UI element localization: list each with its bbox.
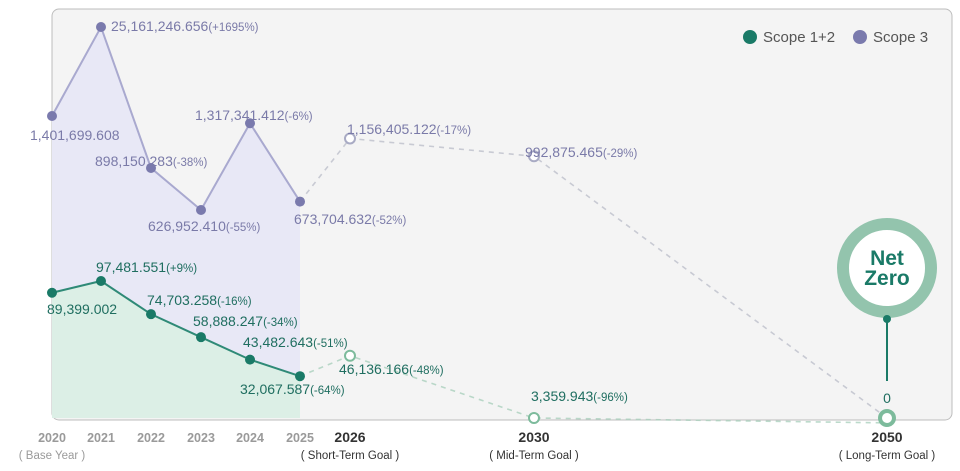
scope-3-pct-2025: (-52%): [372, 215, 407, 227]
scope-1-2-point-2026: [344, 349, 356, 362]
scope-1-2-point-2023: [196, 332, 206, 343]
x-tick-sub-2030: ( Mid-Term Goal ): [489, 450, 579, 462]
scope-1-2-label-2022: 74,703.258(-16%): [147, 292, 252, 308]
scope-3-point-2020: [47, 111, 57, 121]
scope-1-2-pct-2024: (-51%): [313, 338, 348, 350]
scope-1-2-pct-2023: (-34%): [263, 317, 298, 329]
scope-3-label-2023: 626,952.410(-55%): [148, 218, 261, 234]
scope-3-value-2030: 992,875.465: [525, 144, 603, 160]
x-tick-2024: 2024: [236, 431, 264, 445]
x-axis-ticks: 2020 ( Base Year )2021 2022 2023 2024 2025 202…: [19, 429, 936, 462]
net-zero-stem-dot: [883, 315, 891, 323]
x-tick-sub-2050: ( Long-Term Goal ): [839, 450, 936, 462]
scope-3-value-2025: 673,704.632: [294, 211, 372, 227]
x-tick-sub-2026: ( Short-Term Goal ): [301, 450, 400, 462]
scope-1-2-label-2020: 89,399.002: [47, 301, 117, 317]
scope-3-value-2021: 25,161,246.656: [111, 18, 209, 34]
legend: Scope 1+2 Scope 3: [743, 29, 928, 46]
scope-1-2-label-2050: 0: [883, 390, 891, 406]
scope-3-pct-2024: (-6%): [285, 111, 313, 123]
scope-3-value-2023: 626,952.410: [148, 218, 226, 234]
scope-1-2-label-2026: 46,136.166(-48%): [339, 361, 444, 377]
scope-3-pct-2030: (-29%): [603, 148, 638, 160]
scope-1-2-pct-2025: (-64%): [310, 385, 345, 397]
scope-1-2-value-2026: 46,136.166: [339, 361, 409, 377]
scope-1-2-pct-2022: (-16%): [217, 296, 252, 308]
x-tick-sub-2020: ( Base Year ): [19, 450, 86, 462]
net-zero-line1: Net: [870, 247, 904, 270]
scope-1-2-pct-2026: (-48%): [409, 365, 444, 377]
scope-1-2-point-2020: [47, 287, 57, 298]
scope-3-label-2025: 673,704.632(-52%): [294, 211, 407, 227]
scope-1-2-label-2025: 32,067.587(-64%): [240, 381, 345, 397]
net-zero-ring: [837, 218, 937, 318]
x-tick-2050: 2050: [871, 429, 902, 445]
scope-3-label-2021: 25,161,246.656(+1695%): [111, 18, 259, 34]
net-zero-badge: Net Zero: [837, 218, 937, 381]
scope-3-point-2030: [528, 150, 540, 163]
scope-3-actual-line: [51, 24, 301, 212]
scope-3-value-2024: 1,317,341.412: [195, 107, 285, 123]
series-lines: [51, 24, 888, 424]
scope-1-2-label-2023: 58,888.247(-34%): [193, 313, 298, 329]
scope-3-label-2030: 992,875.465(-29%): [525, 144, 638, 160]
scope-3-point-2024: [245, 118, 255, 129]
scope-1-2-point-2030: [528, 412, 540, 424]
scope-1-2-point-2022: [146, 309, 156, 320]
scope-3-pct-2026: (-17%): [437, 125, 472, 137]
scope-3-target-line: [299, 137, 888, 419]
legend-label-scope-3: Scope 3: [873, 29, 928, 46]
point-2050: [878, 409, 896, 427]
scope-3-value-2020: 1,401,699.608: [30, 127, 120, 143]
scope-3-pct-2021: (+1695%): [208, 22, 258, 34]
areas: [52, 27, 300, 418]
scope-3-value-2026: 1,156,405.122: [347, 121, 437, 137]
scope-3-point-2023: [196, 205, 206, 215]
scope-3-point-2025: [295, 196, 305, 207]
scope-1-2-point-2025: [295, 371, 305, 382]
scope-3-label-2020: 1,401,699.608: [30, 127, 120, 143]
scope-3-label-2022: 898,150.283(-38%): [95, 153, 208, 169]
scope-1-2-point-2021: [96, 276, 106, 286]
scope-1-2-point-2024: [245, 354, 255, 365]
scope-1-2-value-2024: 43,482.643: [243, 334, 313, 350]
scope-1-2-value-2023: 58,888.247: [193, 313, 263, 329]
scope-3-value-2022: 898,150.283: [95, 153, 173, 169]
scope-1-2-value-2025: 32,067.587: [240, 381, 310, 397]
data-points: [47, 22, 896, 427]
scope-1-2-pct-2030: (-96%): [593, 392, 628, 404]
x-tick-2025: 2025: [286, 431, 314, 445]
scope-1-2-label-2021: 97,481.551(+9%): [96, 259, 197, 275]
x-tick-2030: 2030: [518, 429, 549, 445]
scope-3-point-2026: [344, 132, 356, 145]
scope-1-2-area: [52, 281, 300, 418]
scope-1-2-value-2020: 89,399.002: [47, 301, 117, 317]
scope-3-point-2022: [146, 163, 156, 174]
legend-swatch-scope-3: [853, 30, 867, 44]
scope-3-label-2024: 1,317,341.412(-6%): [195, 107, 313, 123]
scope-3-point-2021: [96, 22, 106, 32]
scope-1-2-value-2022: 74,703.258: [147, 292, 217, 308]
x-tick-2021: 2021: [87, 431, 115, 445]
net-zero-line2: Zero: [864, 267, 910, 290]
scope-1-2-actual-line: [51, 279, 301, 378]
x-tick-2026: 2026: [334, 429, 365, 445]
scope-3-pct-2023: (-55%): [226, 222, 261, 234]
scope-1-2-label-2030: 3,359.943(-96%): [531, 388, 628, 404]
scope-1-2-target-line: [299, 354, 888, 424]
scope-1-2-value-2050: 0: [883, 390, 891, 406]
x-tick-2023: 2023: [187, 431, 215, 445]
scope-1-2-value-2030: 3,359.943: [531, 388, 593, 404]
legend-label-scope-1-2: Scope 1+2: [763, 29, 835, 46]
scope-3-label-2026: 1,156,405.122(-17%): [347, 121, 471, 137]
scope-1-2-label-2024: 43,482.643(-51%): [243, 334, 348, 350]
x-tick-2020: 2020: [38, 431, 66, 445]
scope-3-pct-2022: (-38%): [173, 157, 208, 169]
legend-swatch-scope-1-2: [743, 30, 757, 44]
scope-1-2-pct-2021: (+9%): [166, 263, 197, 275]
scope-1-2-value-2021: 97,481.551: [96, 259, 166, 275]
data-labels: 1,401,699.608 25,161,246.656(+1695%) 898,1…: [30, 18, 891, 406]
x-tick-2022: 2022: [137, 431, 165, 445]
